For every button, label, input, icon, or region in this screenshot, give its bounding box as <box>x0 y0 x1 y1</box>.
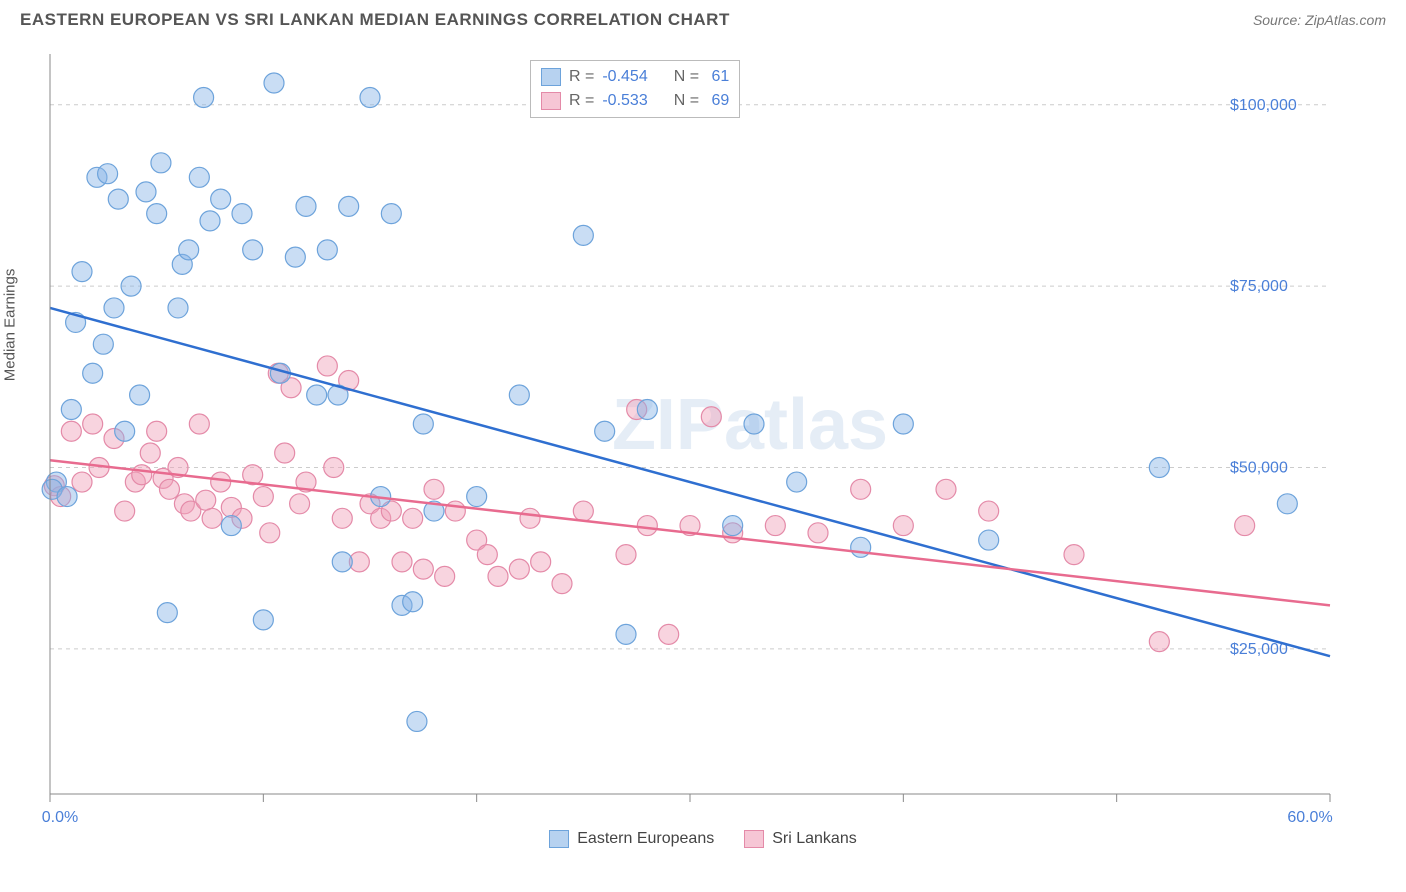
legend-item-eastern-europeans: Eastern Europeans <box>549 830 714 848</box>
n-label: N = <box>674 65 699 89</box>
r-value: -0.533 <box>602 89 647 113</box>
svg-text:$100,000: $100,000 <box>1230 97 1297 114</box>
source-label: Source: <box>1253 12 1305 28</box>
legend-label: Eastern Europeans <box>577 830 714 848</box>
svg-text:60.0%: 60.0% <box>1287 809 1332 824</box>
y-axis-label: Median Earnings <box>2 269 19 382</box>
r-label: R = <box>569 89 594 113</box>
r-label: R = <box>569 65 594 89</box>
svg-text:$75,000: $75,000 <box>1230 278 1288 295</box>
legend-swatch-icon <box>549 830 569 848</box>
series-legend: Eastern Europeans Sri Lankans <box>0 830 1406 848</box>
stats-swatch-icon <box>541 68 561 86</box>
source-attribution: Source: ZipAtlas.com <box>1253 12 1386 28</box>
source-value: ZipAtlas.com <box>1305 12 1386 28</box>
correlation-stats-box: R = -0.454 N = 61 R = -0.533 N = 69 <box>530 60 740 118</box>
scatter-chart: $25,000$50,000$75,000$100,000ZIPatlas0.0… <box>20 34 1360 824</box>
stats-row: R = -0.454 N = 61 <box>541 65 729 89</box>
legend-label: Sri Lankans <box>772 830 857 848</box>
stats-row: R = -0.533 N = 69 <box>541 89 729 113</box>
n-value: 69 <box>707 89 729 113</box>
svg-text:0.0%: 0.0% <box>42 809 78 824</box>
chart-title: EASTERN EUROPEAN VS SRI LANKAN MEDIAN EA… <box>20 10 730 30</box>
legend-swatch-icon <box>744 830 764 848</box>
chart-container: Median Earnings $25,000$50,000$75,000$10… <box>20 34 1386 824</box>
n-value: 61 <box>707 65 729 89</box>
n-label: N = <box>674 89 699 113</box>
stats-swatch-icon <box>541 92 561 110</box>
r-value: -0.454 <box>602 65 647 89</box>
svg-text:$50,000: $50,000 <box>1230 460 1288 477</box>
legend-item-sri-lankans: Sri Lankans <box>744 830 857 848</box>
